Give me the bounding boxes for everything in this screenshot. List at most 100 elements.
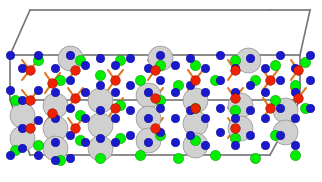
- Point: [237, 104, 242, 106]
- Point: [19, 126, 24, 129]
- Point: [128, 108, 133, 111]
- Point: [98, 74, 103, 76]
- Point: [146, 139, 151, 141]
- Point: [292, 144, 298, 147]
- Point: [72, 69, 78, 72]
- Point: [308, 54, 313, 56]
- Point: [232, 126, 238, 129]
- Point: [187, 57, 193, 60]
- Point: [282, 108, 288, 111]
- Point: [35, 118, 41, 121]
- Point: [232, 69, 238, 72]
- Point: [152, 69, 157, 72]
- Point: [52, 126, 58, 129]
- Point: [67, 134, 72, 136]
- Point: [245, 59, 251, 62]
- Point: [203, 90, 208, 93]
- Point: [302, 61, 308, 64]
- Point: [52, 159, 58, 161]
- Point: [7, 154, 13, 157]
- Point: [98, 98, 103, 101]
- Point: [146, 116, 151, 119]
- Point: [35, 144, 41, 147]
- Point: [98, 124, 103, 126]
- Point: [292, 90, 298, 93]
- Point: [57, 159, 62, 161]
- Point: [35, 59, 41, 62]
- Point: [35, 89, 41, 92]
- Point: [193, 79, 198, 82]
- Point: [278, 134, 283, 136]
- Point: [19, 67, 24, 70]
- Point: [262, 144, 268, 147]
- Point: [146, 67, 151, 70]
- Point: [152, 126, 157, 129]
- Point: [72, 96, 78, 99]
- Point: [172, 64, 177, 66]
- Point: [172, 116, 177, 119]
- Point: [77, 139, 82, 141]
- Point: [232, 116, 238, 119]
- Point: [262, 116, 268, 119]
- Point: [232, 144, 238, 147]
- Point: [13, 98, 18, 101]
- Point: [193, 98, 198, 101]
- Point: [213, 154, 218, 157]
- Point: [232, 90, 238, 93]
- Point: [268, 106, 273, 109]
- Point: [217, 54, 223, 56]
- Point: [72, 126, 78, 129]
- Point: [7, 89, 13, 92]
- Point: [272, 64, 278, 66]
- Point: [146, 90, 151, 93]
- Point: [67, 157, 72, 159]
- Point: [308, 79, 313, 82]
- Point: [262, 90, 268, 93]
- Point: [118, 59, 123, 62]
- Point: [112, 90, 118, 93]
- Point: [157, 79, 163, 82]
- Point: [232, 59, 238, 62]
- Point: [82, 141, 88, 143]
- Point: [187, 108, 193, 111]
- Point: [217, 106, 223, 109]
- Point: [247, 134, 252, 136]
- Point: [67, 54, 72, 56]
- Point: [98, 84, 103, 86]
- Point: [308, 106, 313, 109]
- Point: [292, 84, 298, 86]
- Point: [52, 104, 58, 106]
- Point: [128, 84, 133, 86]
- Point: [157, 64, 163, 66]
- Point: [187, 134, 193, 136]
- Point: [27, 98, 33, 101]
- Point: [295, 96, 300, 99]
- Point: [35, 54, 41, 56]
- Point: [247, 84, 252, 86]
- Point: [19, 114, 24, 116]
- Point: [292, 154, 298, 157]
- Point: [157, 134, 163, 136]
- Point: [292, 67, 298, 70]
- Point: [237, 126, 242, 129]
- Point: [157, 98, 163, 101]
- Point: [112, 106, 118, 109]
- Point: [67, 57, 72, 60]
- Point: [128, 134, 133, 136]
- Point: [118, 136, 123, 139]
- Point: [247, 57, 252, 60]
- Point: [172, 90, 177, 93]
- Point: [232, 67, 238, 70]
- Point: [57, 79, 62, 82]
- Point: [98, 147, 103, 149]
- Point: [82, 116, 88, 119]
- Point: [262, 67, 268, 70]
- Point: [247, 108, 252, 111]
- Point: [193, 106, 198, 109]
- Point: [252, 157, 258, 159]
- Point: [67, 106, 72, 109]
- Point: [252, 79, 258, 82]
- Point: [146, 116, 151, 119]
- Point: [7, 54, 13, 56]
- Point: [232, 96, 238, 99]
